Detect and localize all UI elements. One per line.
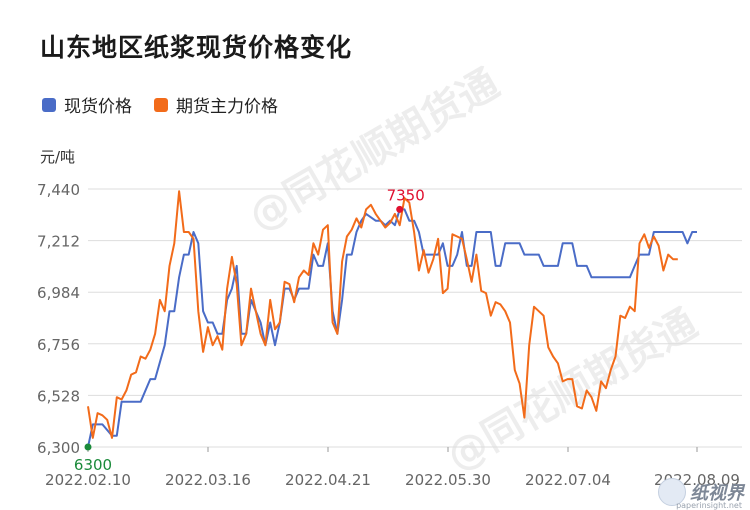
y-axis-unit: 元/吨	[40, 148, 76, 166]
y-tick-label: 6,300	[37, 439, 80, 457]
y-tick-label: 6,984	[37, 284, 80, 302]
brand-logo: 纸视界	[658, 478, 744, 506]
chart-title: 山东地区纸浆现货价格变化	[40, 33, 353, 62]
brand-name: 纸视界	[690, 483, 744, 504]
y-tick-label: 7,212	[37, 233, 80, 251]
legend-swatch-futures	[154, 97, 168, 112]
grid-lines	[88, 188, 742, 448]
y-tick-label: 6,528	[37, 387, 80, 405]
series-lines	[87, 190, 697, 448]
max-value-label: 7350	[387, 186, 425, 204]
legend: 现货价格 期货主力价格	[42, 92, 278, 117]
x-tick-label: 2022.05.30	[405, 471, 491, 489]
series-line-spot	[87, 208, 697, 448]
x-tick-labels: 2022.02.10 2022.03.16 2022.04.21 2022.05.30…	[45, 447, 740, 489]
y-tick-labels: 6,300 6,528 6,756 6,984 7,212 7,440	[37, 181, 80, 457]
series-line-futures	[87, 190, 678, 439]
x-tick-label: 2022.02.10	[45, 471, 131, 489]
annotations: 7350 6300	[74, 186, 425, 474]
x-tick-label: 2022.03.16	[165, 471, 251, 489]
legend-swatch-spot	[42, 97, 56, 112]
min-value-label: 6300	[74, 456, 112, 474]
min-point	[84, 443, 92, 451]
brand-logo-icon	[658, 478, 686, 506]
legend-item-futures[interactable]: 期货主力价格	[154, 92, 278, 117]
legend-label-spot: 现货价格	[64, 97, 132, 117]
x-tick-label: 2022.07.04	[525, 471, 611, 489]
brand-site: paperinsight.net	[676, 501, 742, 510]
y-tick-label: 6,756	[37, 336, 80, 354]
x-tick-label: 2022.04.21	[285, 471, 371, 489]
legend-label-futures: 期货主力价格	[176, 97, 278, 117]
y-tick-label: 7,440	[37, 181, 80, 199]
max-point	[396, 205, 404, 213]
legend-item-spot[interactable]: 现货价格	[42, 92, 132, 117]
